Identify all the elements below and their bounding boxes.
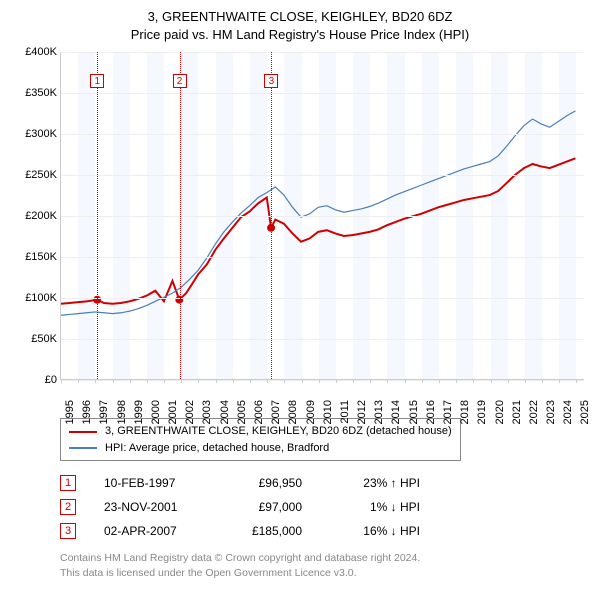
marker-box: 1	[90, 74, 104, 88]
footnote-line-1: Contains HM Land Registry data © Crown c…	[60, 551, 588, 565]
transaction-delta: 1% ↓ HPI	[330, 500, 420, 514]
x-axis-label: 1996	[81, 400, 93, 424]
x-axis-label: 2021	[511, 400, 523, 424]
plot-region: £0£50K£100K£150K£200K£250K£300K£350K£400…	[60, 52, 584, 380]
x-axis-label: 2020	[494, 400, 506, 424]
series-hpi	[61, 111, 575, 315]
legend-label: 3, GREENTHWAITE CLOSE, KEIGHLEY, BD20 6D…	[105, 423, 452, 440]
x-axis-label: 2022	[528, 400, 540, 424]
x-axis-label: 2014	[390, 400, 402, 424]
y-axis-label: £400K	[13, 46, 57, 58]
x-axis-label: 2003	[201, 400, 213, 424]
y-axis-label: £150K	[13, 251, 57, 263]
y-axis-label: £200K	[13, 210, 57, 222]
x-axis-label: 2023	[545, 400, 557, 424]
transaction-price: £97,000	[232, 500, 302, 514]
x-axis-label: 1998	[116, 400, 128, 424]
x-axis-label: 2017	[442, 400, 454, 424]
transaction-date: 23-NOV-2001	[104, 500, 204, 514]
transaction-marker-box: 1	[60, 475, 76, 491]
y-gridline	[61, 134, 584, 135]
title-line-2: Price paid vs. HM Land Registry's House …	[12, 26, 588, 44]
y-axis-label: £100K	[13, 292, 57, 304]
x-axis-label: 2018	[459, 400, 471, 424]
legend-row: 3, GREENTHWAITE CLOSE, KEIGHLEY, BD20 6D…	[69, 423, 452, 440]
transaction-date: 10-FEB-1997	[104, 476, 204, 490]
x-axis-label: 2001	[167, 400, 179, 424]
x-axis-label: 2012	[356, 400, 368, 424]
x-axis-label: 1997	[98, 400, 110, 424]
transaction-delta: 16% ↓ HPI	[330, 524, 420, 538]
x-axis-label: 2024	[562, 400, 574, 424]
legend-row: HPI: Average price, detached house, Brad…	[69, 440, 452, 457]
x-axis-label: 2002	[184, 400, 196, 424]
transaction-marker-box: 3	[60, 523, 76, 539]
x-axis-label: 2009	[305, 400, 317, 424]
y-gridline	[61, 93, 584, 94]
y-gridline	[61, 298, 584, 299]
y-gridline	[61, 175, 584, 176]
x-axis-label: 2006	[253, 400, 265, 424]
y-gridline	[61, 52, 584, 53]
x-axis-label: 2000	[150, 400, 162, 424]
x-axis-label: 2010	[322, 400, 334, 424]
y-gridline	[61, 216, 584, 217]
x-axis-labels: 1995199619971998199920002001200220032004…	[60, 380, 584, 412]
transaction-row: 2 23-NOV-2001 £97,000 1% ↓ HPI	[60, 495, 588, 519]
x-axis-label: 1995	[64, 400, 76, 424]
y-axis-label: £300K	[13, 128, 57, 140]
x-axis-label: 2005	[236, 400, 248, 424]
transaction-table: 1 10-FEB-1997 £96,950 23% ↑ HPI 2 23-NOV-2001…	[60, 471, 588, 543]
x-axis-label: 2013	[373, 400, 385, 424]
y-axis-label: £0	[13, 374, 57, 386]
legend-swatch	[69, 447, 97, 449]
x-axis-label: 2011	[339, 400, 351, 424]
series-property	[61, 159, 575, 305]
transaction-row: 1 10-FEB-1997 £96,950 23% ↑ HPI	[60, 471, 588, 495]
chart-container: 3, GREENTHWAITE CLOSE, KEIGHLEY, BD20 6D…	[0, 0, 600, 590]
legend-label: HPI: Average price, detached house, Brad…	[105, 440, 329, 457]
x-axis-label: 2007	[270, 400, 282, 424]
y-axis-label: £50K	[13, 333, 57, 345]
y-gridline	[61, 339, 584, 340]
marker-line	[180, 52, 181, 379]
legend: 3, GREENTHWAITE CLOSE, KEIGHLEY, BD20 6D…	[60, 418, 461, 461]
transaction-price: £185,000	[232, 524, 302, 538]
x-axis-label: 2019	[476, 400, 488, 424]
transaction-delta: 23% ↑ HPI	[330, 476, 420, 490]
title-line-1: 3, GREENTHWAITE CLOSE, KEIGHLEY, BD20 6D…	[12, 8, 588, 26]
marker-box: 3	[264, 74, 278, 88]
y-axis-label: £350K	[13, 87, 57, 99]
y-gridline	[61, 257, 584, 258]
transaction-price: £96,950	[232, 476, 302, 490]
marker-line	[97, 52, 98, 379]
transaction-date: 02-APR-2007	[104, 524, 204, 538]
x-axis-label: 2015	[408, 400, 420, 424]
footnote-line-2: This data is licensed under the Open Gov…	[60, 566, 588, 580]
x-axis-label: 2025	[579, 400, 591, 424]
footnote: Contains HM Land Registry data © Crown c…	[60, 551, 588, 579]
x-axis-label: 2016	[425, 400, 437, 424]
legend-swatch	[69, 431, 97, 433]
x-axis-label: 2008	[287, 400, 299, 424]
transaction-row: 3 02-APR-2007 £185,000 16% ↓ HPI	[60, 519, 588, 543]
marker-box: 2	[173, 74, 187, 88]
transaction-marker-box: 2	[60, 499, 76, 515]
x-axis-label: 1999	[133, 400, 145, 424]
x-axis-label: 2004	[219, 400, 231, 424]
y-axis-label: £250K	[13, 169, 57, 181]
marker-line	[271, 52, 272, 379]
chart-area: £0£50K£100K£150K£200K£250K£300K£350K£400…	[12, 52, 588, 412]
